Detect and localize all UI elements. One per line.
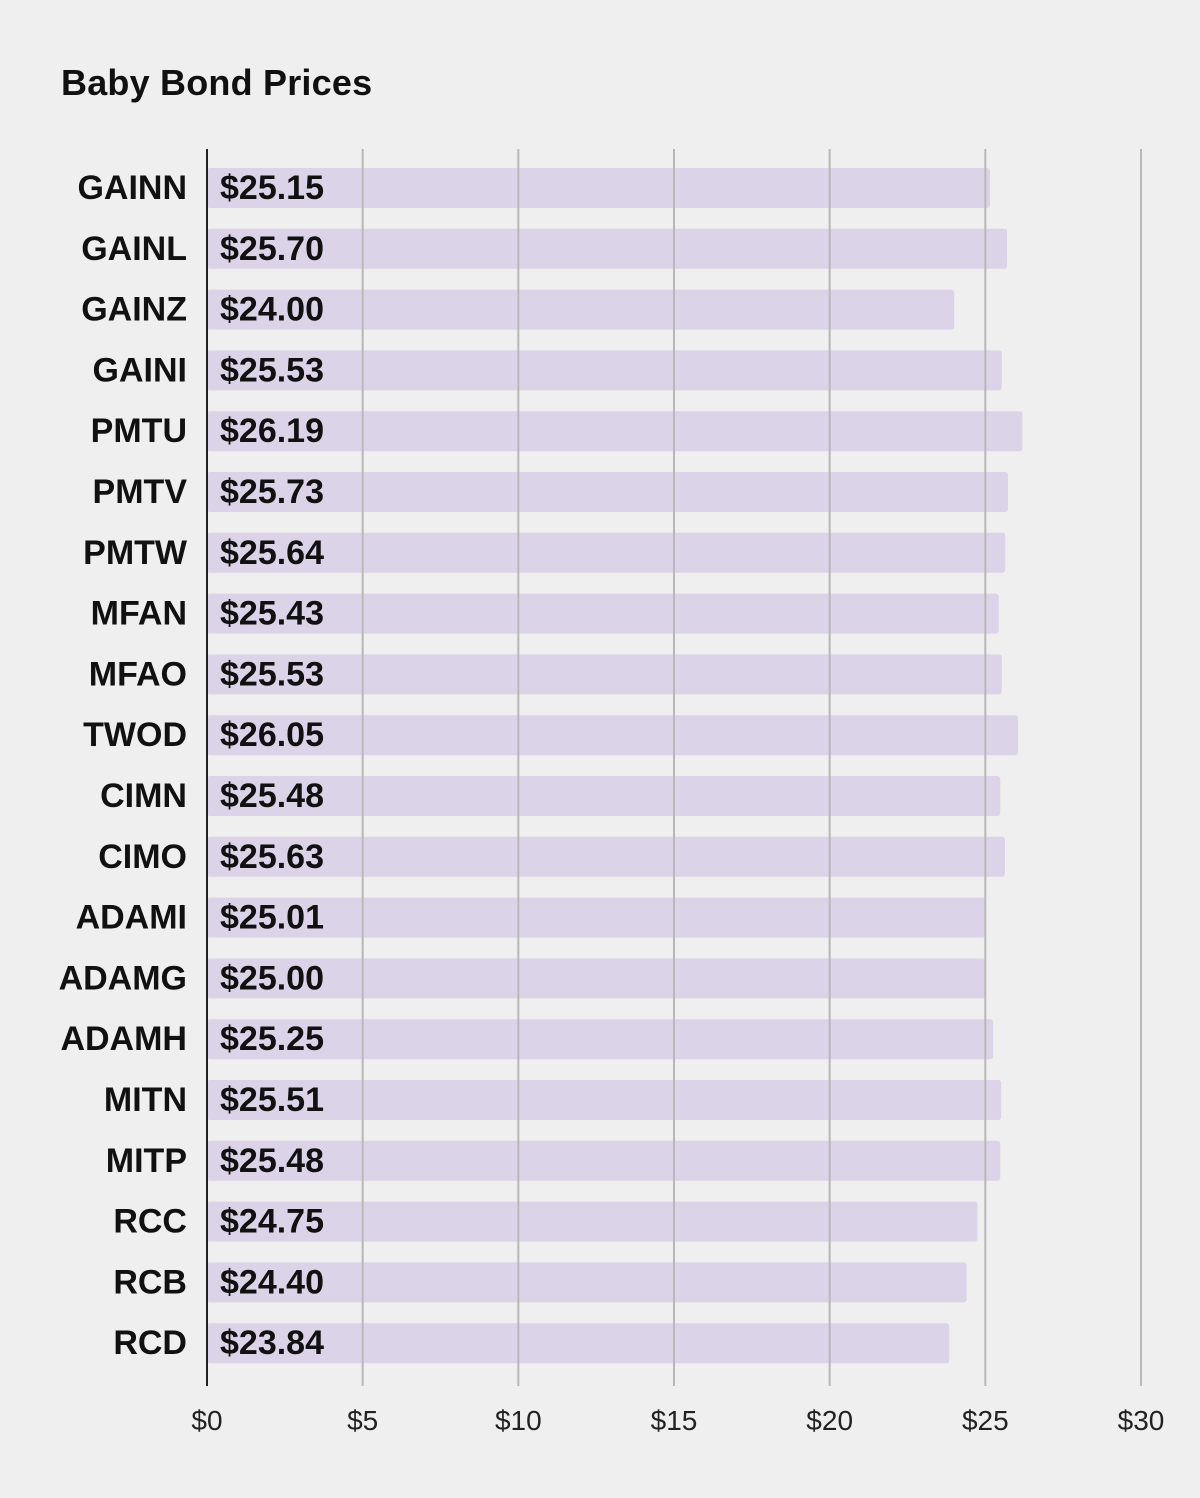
bar-pmtu [207, 411, 1023, 452]
value-label-twod: $26.05 [220, 716, 324, 754]
gridlines [361, 149, 1142, 1386]
category-label-adami: ADAMI [76, 899, 187, 937]
tick-label-25: $25 [962, 1405, 1009, 1436]
bar-mitn [207, 1080, 1002, 1120]
tick-labels: $0 $5 $10 $15 $20 $25 $30 [191, 1405, 1164, 1436]
tick-label-30: $30 [1118, 1405, 1165, 1436]
value-label-pmtu: $26.19 [220, 412, 324, 450]
value-labels: $25.15 $25.70 $24.00 $25.53 $26.19 $25.73 $25.… [220, 169, 324, 1362]
bar-mitp [207, 1140, 1001, 1181]
category-label-pmtu: PMTU [91, 412, 187, 450]
category-label-cimn: CIMN [100, 777, 187, 815]
bar-adamh [207, 1019, 994, 1060]
value-label-gainl: $25.70 [220, 230, 324, 268]
category-label-twod: TWOD [83, 716, 187, 754]
category-label-mitp: MITP [106, 1142, 187, 1180]
bar-mfao [207, 654, 1002, 695]
value-label-mfan: $25.43 [220, 595, 324, 633]
bar-rcc [207, 1201, 978, 1242]
category-label-gainz: GAINZ [81, 291, 187, 329]
value-label-pmtv: $25.73 [220, 473, 324, 511]
tick-label-15: $15 [651, 1405, 698, 1436]
value-label-gainz: $24.00 [220, 291, 324, 329]
value-label-adamh: $25.25 [220, 1020, 324, 1058]
category-label-gainn: GAINN [77, 169, 187, 207]
value-label-adami: $25.01 [220, 899, 324, 937]
category-label-mfan: MFAN [91, 595, 187, 633]
bar-adami [207, 897, 986, 938]
category-label-rcd: RCD [113, 1324, 187, 1362]
value-label-cimn: $25.48 [220, 777, 324, 815]
value-label-mitp: $25.48 [220, 1142, 324, 1180]
category-label-pmtv: PMTV [93, 473, 188, 511]
category-label-adamg: ADAMG [59, 959, 187, 997]
bar-twod [207, 715, 1019, 756]
tick-label-20: $20 [806, 1405, 853, 1436]
bar-pmtv [207, 472, 1009, 512]
value-label-rcb: $24.40 [220, 1263, 324, 1301]
value-label-adamg: $25.00 [220, 959, 324, 997]
value-label-pmtw: $25.64 [220, 534, 324, 572]
bar-pmtw [207, 532, 1006, 573]
value-label-gainn: $25.15 [220, 169, 324, 207]
value-label-mitn: $25.51 [220, 1081, 324, 1119]
category-label-rcc: RCC [113, 1203, 187, 1241]
category-labels: GAINN GAINL GAINZ GAINI PMTU PMTV PMTW MFAN MFAO… [59, 169, 188, 1362]
tick-label-5: $5 [347, 1405, 378, 1436]
tick-label-10: $10 [495, 1405, 542, 1436]
bar-adamg [207, 958, 986, 999]
value-label-mfao: $25.53 [220, 655, 324, 693]
bar-gainl [207, 228, 1008, 269]
bar-gainz [207, 289, 955, 330]
category-label-cimo: CIMO [98, 838, 187, 876]
category-label-mfao: MFAO [89, 655, 187, 693]
value-label-rcd: $23.84 [220, 1324, 324, 1362]
bar-mfan [207, 593, 999, 634]
value-label-rcc: $24.75 [220, 1203, 324, 1241]
bar-cimn [207, 776, 1001, 816]
category-label-gaini: GAINI [93, 351, 187, 389]
category-label-gainl: GAINL [81, 230, 187, 268]
bar-cimo [207, 836, 1005, 877]
category-label-mitn: MITN [104, 1081, 187, 1119]
bar-gainn [207, 168, 991, 208]
category-label-pmtw: PMTW [83, 534, 188, 572]
chart-title: Baby Bond Prices [61, 62, 373, 103]
bar-rcd [207, 1323, 950, 1364]
bars [207, 168, 1023, 1364]
bar-gaini [207, 350, 1002, 391]
value-label-cimo: $25.63 [220, 838, 324, 876]
category-label-adamh: ADAMH [60, 1020, 187, 1058]
category-label-rcb: RCB [113, 1263, 187, 1301]
value-label-gaini: $25.53 [220, 351, 324, 389]
bar-rcb [207, 1262, 967, 1303]
tick-label-0: $0 [191, 1405, 222, 1436]
